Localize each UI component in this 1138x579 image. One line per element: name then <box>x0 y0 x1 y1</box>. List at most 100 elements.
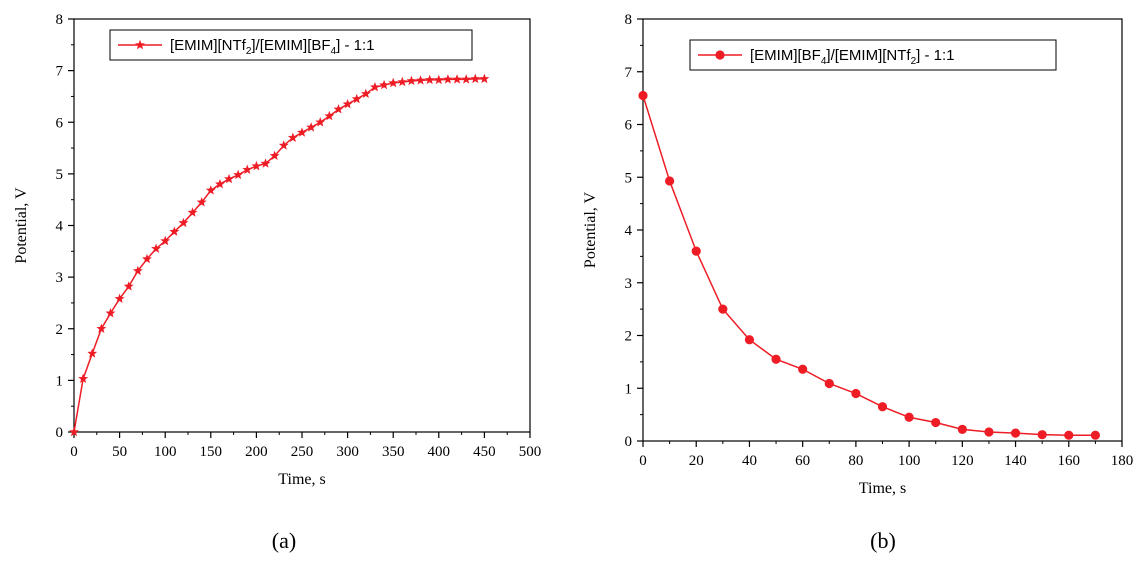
data-point <box>904 412 914 422</box>
chart-panel-a: 0 50 100 150 200 250 300 350 400 450 500 0 1 2 3 4 5 6 7 8 T… <box>13 12 541 553</box>
data-point <box>1010 428 1021 438</box>
legend-subscript: 4 <box>821 56 827 67</box>
data-point <box>324 110 335 121</box>
data-point <box>360 88 371 99</box>
legend-marker <box>715 50 725 60</box>
data-point <box>1064 430 1074 440</box>
data-point <box>278 140 289 150</box>
data-point <box>151 243 162 253</box>
y-tick-label: 7 <box>56 64 64 80</box>
y-tick-label: 4 <box>56 219 64 235</box>
chart-panel-b: 0 20 40 60 80 100 120 140 160 180 0 1 2 3 4 5 6 7 8 Time, s… <box>582 12 1133 553</box>
legend-subscript: 2 <box>911 56 917 67</box>
data-point <box>718 304 728 314</box>
legend-text-part: ] - 1:1 <box>916 47 954 64</box>
data-point <box>461 74 472 84</box>
data-point <box>415 75 426 85</box>
plot-frame <box>642 18 1123 442</box>
legend: [EMIM][NTf2]/[EMIM][BF4] - 1:1 <box>109 29 473 61</box>
data-point <box>315 117 326 127</box>
data-point <box>424 74 435 85</box>
data-point <box>214 179 225 189</box>
plot-frame <box>73 18 531 433</box>
x-tick-label: 140 <box>1004 453 1027 469</box>
x-tick-label: 40 <box>742 453 757 469</box>
data-point <box>333 104 344 114</box>
legend-label: [EMIM][NTf2]/[EMIM][BF4] - 1:1 <box>170 37 374 57</box>
panel-label: (b) <box>870 528 896 553</box>
data-point <box>442 74 453 84</box>
data-point <box>1090 430 1100 440</box>
y-tick-label: 6 <box>56 115 64 131</box>
x-tick-label: 160 <box>1058 453 1081 469</box>
x-tick-label: 100 <box>154 444 177 460</box>
data-point <box>1037 430 1047 440</box>
y-tick-label: 3 <box>625 276 633 292</box>
y-axis-label: Potential, V <box>582 191 599 268</box>
data-point <box>160 235 171 246</box>
data-point <box>638 90 648 101</box>
panel-label: (a) <box>272 528 296 553</box>
y-tick-label: 1 <box>56 373 64 389</box>
legend-marker <box>135 39 145 50</box>
y-tick-label: 5 <box>625 170 633 186</box>
data-point <box>78 373 89 384</box>
data-point <box>397 76 408 87</box>
x-tick-label: 250 <box>291 444 314 460</box>
y-tick-label: 1 <box>625 381 633 397</box>
legend-subscript: 2 <box>246 46 252 57</box>
data-point <box>851 388 861 399</box>
y-tick-label: 8 <box>625 12 633 28</box>
x-tick-label: 60 <box>795 453 810 469</box>
legend-text-part: [EMIM][BF <box>750 47 821 64</box>
x-tick-label: 0 <box>70 444 78 460</box>
x-tick-label: 450 <box>473 444 496 460</box>
legend-subscript: 4 <box>331 46 337 57</box>
data-point <box>142 253 152 264</box>
x-tick-label: 120 <box>951 453 974 469</box>
data-point <box>342 98 353 109</box>
data-point <box>957 424 967 434</box>
data-point <box>877 402 888 412</box>
legend-label: [EMIM][BF4]/[EMIM][NTf2] - 1:1 <box>750 47 955 67</box>
y-tick-label: 8 <box>56 12 64 28</box>
legend-text-part: [EMIM][NTf <box>170 37 247 54</box>
data-point <box>196 197 207 207</box>
data-point <box>114 293 125 304</box>
legend-text-part: ]/[EMIM][NTf <box>826 47 911 64</box>
x-tick-label: 500 <box>519 444 542 460</box>
data-point <box>406 75 417 86</box>
x-axis-label: Time, s <box>859 480 906 497</box>
data-point <box>479 73 490 84</box>
data-point <box>96 323 107 333</box>
data-point <box>470 73 481 84</box>
data-point <box>251 160 262 171</box>
legend-text-part: ] - 1:1 <box>336 37 374 54</box>
x-tick-label: 0 <box>639 453 647 469</box>
data-point <box>665 176 675 186</box>
y-tick-label: 2 <box>56 322 64 338</box>
y-tick-label: 6 <box>625 118 633 134</box>
data-point <box>105 308 116 318</box>
y-tick-label: 4 <box>625 223 633 239</box>
y-tick-label: 0 <box>56 425 64 441</box>
data-point <box>260 158 271 168</box>
x-tick-label: 300 <box>336 444 359 460</box>
x-tick-label: 50 <box>112 444 127 460</box>
x-tick-label: 200 <box>245 444 268 460</box>
x-tick-label: 20 <box>689 453 704 469</box>
y-tick-label: 0 <box>625 434 633 450</box>
data-point <box>984 427 994 437</box>
data-point <box>123 281 134 291</box>
series-line <box>73 78 485 433</box>
data-point <box>187 207 198 217</box>
y-tick-label: 7 <box>625 65 633 81</box>
x-tick-label: 100 <box>898 453 921 469</box>
data-point <box>379 79 390 90</box>
legend-box <box>689 39 1057 71</box>
data-point <box>351 93 362 104</box>
data-point <box>370 81 380 92</box>
legend-box <box>109 29 473 61</box>
data-point <box>178 217 189 228</box>
